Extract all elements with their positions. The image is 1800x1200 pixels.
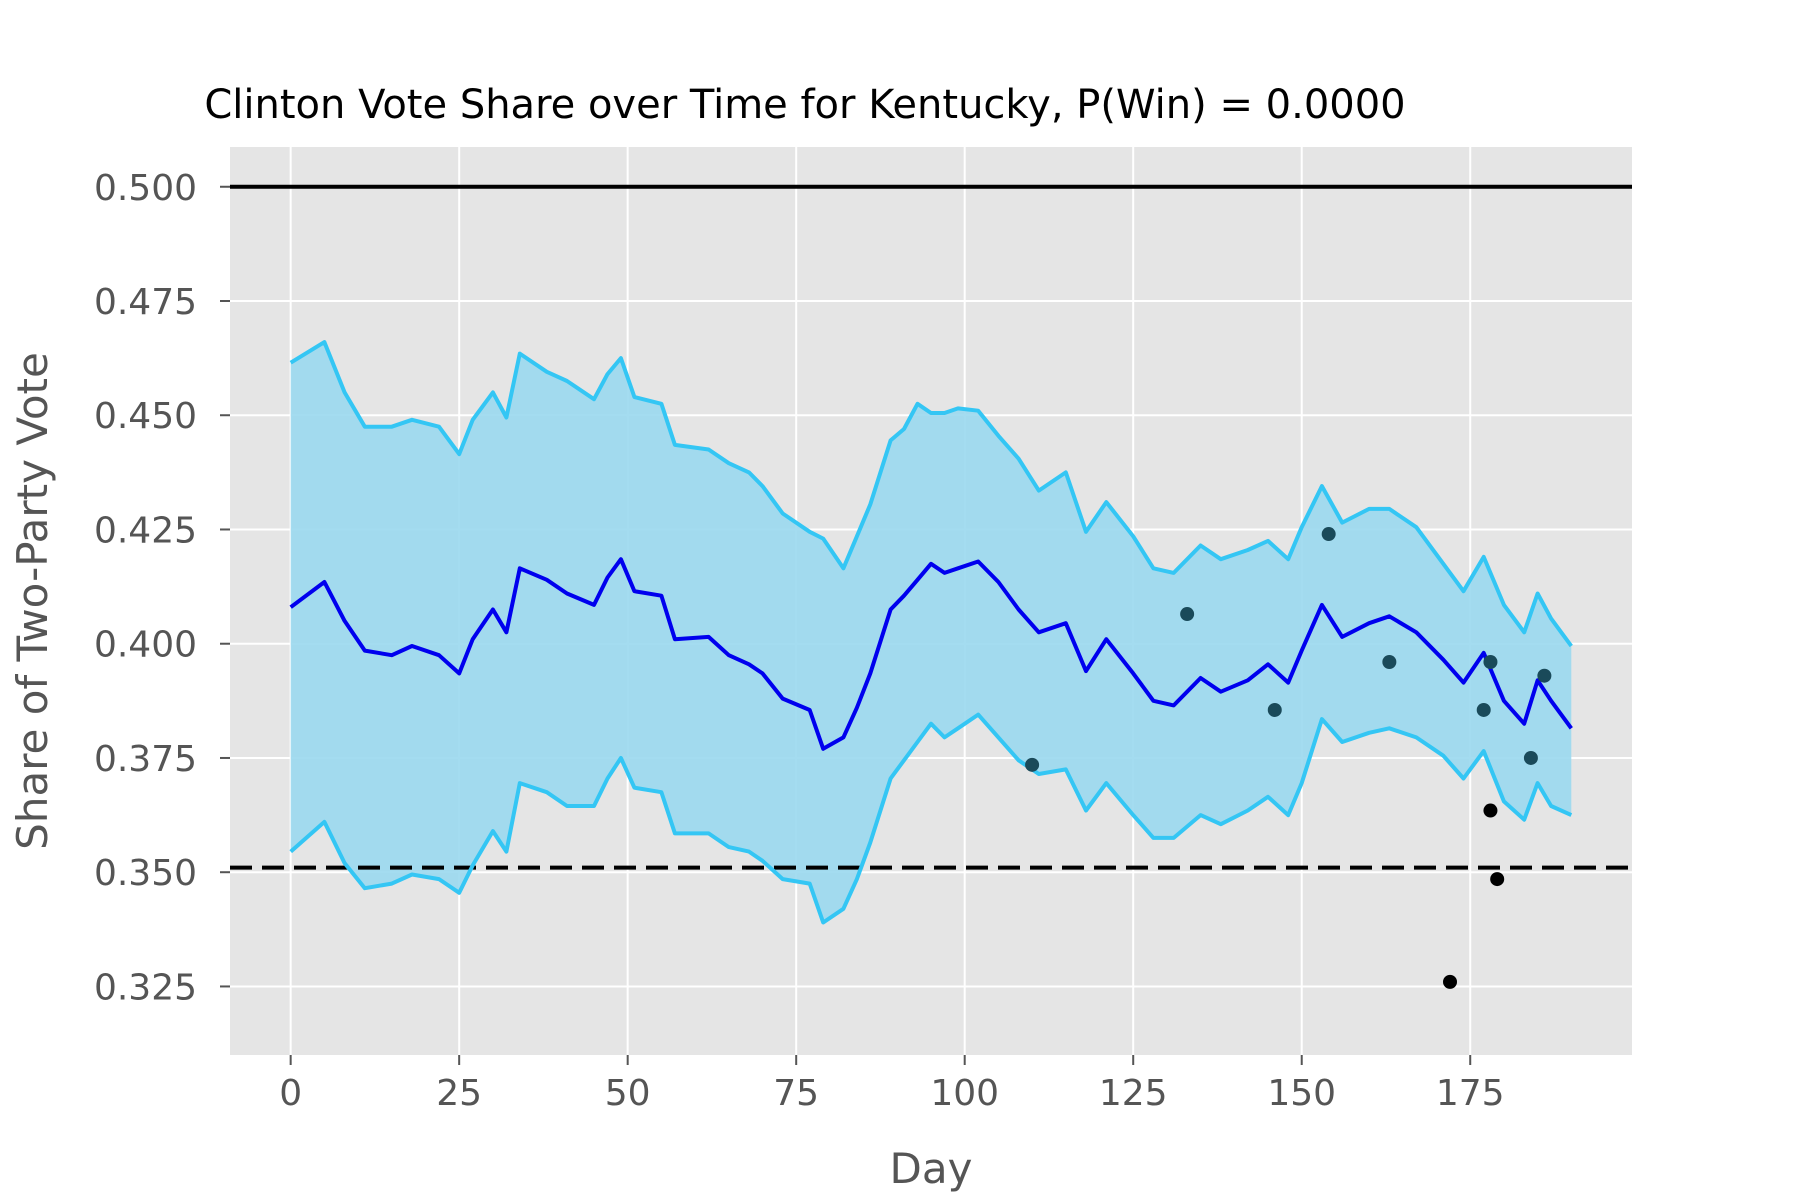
y-tick-label: 0.450	[94, 396, 197, 437]
x-tick-label: 175	[1436, 1073, 1505, 1114]
poll-point	[1476, 702, 1491, 717]
y-tick-label: 0.425	[94, 510, 197, 551]
y-axis-ticks: 0.325 0.350 0.375 0.400 0.425 0.450 0.475 0.500	[94, 168, 230, 1008]
series-lines	[289, 340, 1573, 925]
y-tick-label: 0.325	[94, 967, 197, 1008]
x-axis-ticks: 0 25 50 75 100 125 150 175	[279, 1055, 1505, 1114]
poll-point	[1490, 872, 1505, 887]
poll-point	[1025, 757, 1040, 772]
poll-point	[1443, 974, 1458, 989]
poll-points	[1025, 527, 1552, 989]
y-tick-label: 0.500	[94, 168, 197, 209]
series-line-upper	[289, 340, 1573, 648]
poll-point	[1321, 527, 1336, 542]
series-line-lower	[289, 712, 1573, 925]
x-tick-label: 125	[1099, 1073, 1168, 1114]
chart-title: Clinton Vote Share over Time for Kentuck…	[204, 82, 1405, 128]
x-axis-label: Day	[890, 1144, 973, 1193]
poll-point	[1382, 655, 1397, 670]
poll-point	[1180, 607, 1195, 622]
x-tick-label: 75	[773, 1073, 819, 1114]
x-tick-label: 0	[279, 1073, 302, 1114]
confidence-band	[290, 342, 1572, 923]
poll-point	[1267, 702, 1282, 717]
poll-point	[1483, 803, 1498, 818]
poll-point	[1483, 655, 1498, 670]
x-tick-label: 150	[1267, 1073, 1336, 1114]
y-tick-label: 0.350	[94, 853, 197, 894]
series-line-mean	[289, 557, 1573, 751]
poll-point	[1537, 668, 1552, 683]
x-tick-label: 25	[436, 1073, 482, 1114]
reference-lines	[230, 184, 1632, 870]
y-tick-label: 0.475	[94, 282, 197, 323]
x-tick-label: 50	[605, 1073, 651, 1114]
y-tick-label: 0.375	[94, 739, 197, 780]
poll-point	[1523, 750, 1538, 765]
y-axis-label: Share of Two-Party Vote	[8, 352, 57, 850]
band-fill	[290, 342, 1572, 923]
y-tick-label: 0.400	[94, 625, 197, 666]
x-tick-label: 100	[930, 1073, 999, 1114]
